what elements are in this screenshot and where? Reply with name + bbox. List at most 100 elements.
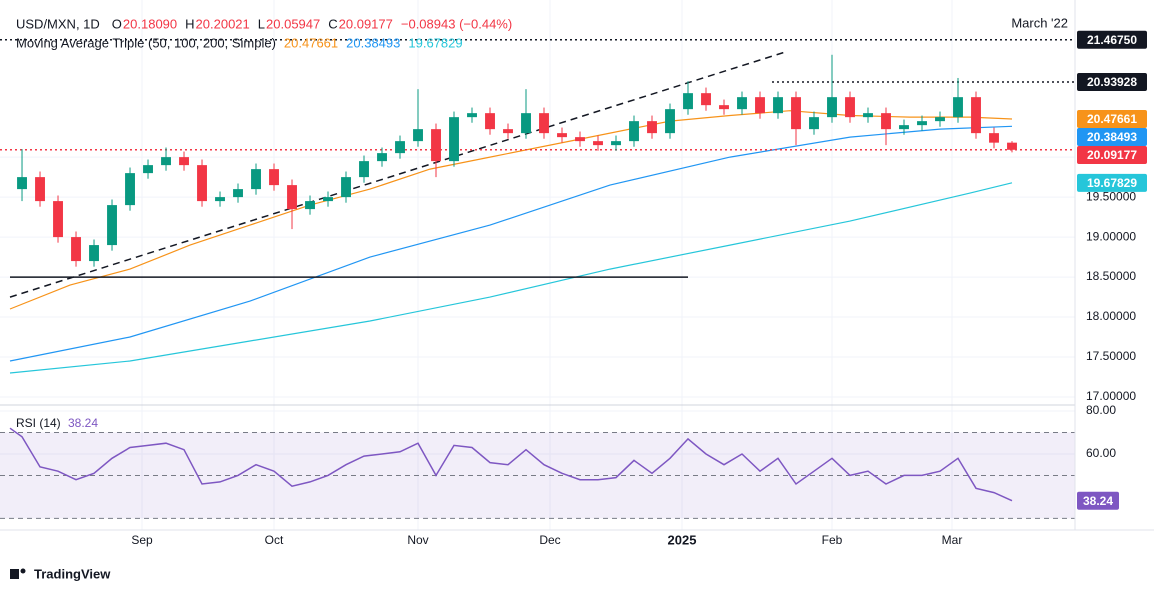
price-marker xyxy=(1077,110,1147,129)
candle-body xyxy=(521,113,531,134)
change: −0.08943 (−0.44%) xyxy=(401,16,512,31)
candle-body xyxy=(161,157,171,166)
candle-body xyxy=(737,97,747,110)
candle-body xyxy=(917,121,927,126)
candle-body xyxy=(575,137,585,142)
y-tick-label: 17.50000 xyxy=(1086,349,1136,363)
candle-body xyxy=(845,97,855,118)
candle-body xyxy=(827,97,837,118)
candle-body xyxy=(413,129,423,142)
axis: 20.0000019.5000019.0000018.5000018.00000… xyxy=(131,15,1147,547)
candle-body xyxy=(269,169,279,186)
x-tick-label: Feb xyxy=(822,533,843,547)
candle-body xyxy=(341,177,351,198)
y-tick-label: 80.00 xyxy=(1086,403,1116,417)
ohlc-value: 20.05947 xyxy=(266,16,320,31)
x-tick-label: Mar xyxy=(942,533,963,547)
logo-mark xyxy=(20,568,26,574)
candle-body xyxy=(629,121,639,142)
grid xyxy=(0,0,1075,530)
candle-body xyxy=(503,129,513,134)
ohlc-key: L xyxy=(258,16,265,31)
candle-body xyxy=(197,165,207,202)
candle-body xyxy=(395,141,405,154)
x-tick-label: Dec xyxy=(539,533,560,547)
candle-body xyxy=(611,141,621,146)
candle-body xyxy=(863,113,873,118)
y-tick-label: 18.50000 xyxy=(1086,269,1136,283)
y-tick-label: 18.00000 xyxy=(1086,309,1136,323)
candle-body xyxy=(881,113,891,130)
price-marker xyxy=(1077,73,1147,92)
candle-body xyxy=(179,157,189,166)
candle-body xyxy=(323,197,333,202)
price-marker xyxy=(1077,128,1147,147)
x-tick-label: Oct xyxy=(265,533,284,547)
candle-body xyxy=(647,121,657,134)
ma-value: 20.38493 xyxy=(346,35,400,50)
price-marker-label: 20.93928 xyxy=(1087,75,1137,89)
candle-body xyxy=(899,125,909,130)
candle-body xyxy=(89,245,99,262)
ma-value: 20.47661 xyxy=(284,35,338,50)
ohlc-key: C xyxy=(328,16,337,31)
candle-body xyxy=(305,201,315,210)
candle-body xyxy=(683,93,693,110)
ohlc-key: H xyxy=(185,16,194,31)
candle-body xyxy=(143,165,153,174)
candle-body xyxy=(593,141,603,146)
ohlc-value: 20.09177 xyxy=(339,16,393,31)
candle-body xyxy=(935,117,945,122)
candle-body xyxy=(449,117,459,162)
candle-body xyxy=(467,113,477,118)
plot xyxy=(0,39,1075,502)
moving-average-line xyxy=(9,182,1013,374)
candle-body xyxy=(773,97,783,114)
candle-body xyxy=(953,97,963,118)
candle-body xyxy=(17,177,27,190)
y-tick-label: 17.00000 xyxy=(1086,389,1136,403)
candle-body xyxy=(485,113,495,130)
candle-body xyxy=(125,173,135,206)
candle-body xyxy=(359,161,369,178)
candle-body xyxy=(35,177,45,202)
candle-body xyxy=(251,169,261,190)
price-marker xyxy=(1077,173,1147,192)
y-tick-label: 60.00 xyxy=(1086,446,1116,460)
symbol: USD/MXN, 1D xyxy=(16,16,100,31)
logo-mark xyxy=(10,569,19,579)
candle-body xyxy=(719,105,729,110)
x-tick-label: Nov xyxy=(407,533,428,547)
drawing-line xyxy=(9,51,785,298)
price-marker-label: 19.67829 xyxy=(1087,176,1137,190)
candle-body xyxy=(539,113,549,134)
candle-body xyxy=(989,133,999,143)
candle-body xyxy=(809,117,819,130)
ohlc-key: O xyxy=(112,16,122,31)
candle-body xyxy=(377,153,387,162)
brand-name: TradingView xyxy=(34,566,111,581)
x-tick-label: 2025 xyxy=(668,532,697,547)
price-marker-label: 21.46750 xyxy=(1087,33,1137,47)
candle-body xyxy=(791,97,801,130)
candle-body xyxy=(107,205,117,246)
candle-body xyxy=(53,201,63,238)
price-marker-label: 20.09177 xyxy=(1087,148,1137,162)
ohlc-value: 20.18090 xyxy=(123,16,177,31)
legend: RSI (14) 38.24 USD/MXN, 1D O 20.18090 H 20.200… xyxy=(16,16,512,430)
rsi-marker xyxy=(1077,491,1119,510)
candle-body xyxy=(557,133,567,138)
y-tick-label: 19.00000 xyxy=(1086,229,1136,243)
y-tick-label: 19.50000 xyxy=(1086,189,1136,203)
rsi-line xyxy=(9,427,1013,502)
rsi-background xyxy=(0,431,1075,519)
ma-value: 19.67829 xyxy=(408,35,462,50)
candle-body xyxy=(755,97,765,114)
price-marker xyxy=(1077,30,1147,49)
rsi-marker-label: 38.24 xyxy=(1083,494,1113,508)
candle-body xyxy=(971,97,981,134)
x-tick-label: Sep xyxy=(131,533,153,547)
candle-body xyxy=(233,189,243,198)
price-marker xyxy=(1077,146,1147,165)
branding: TradingView xyxy=(10,566,111,581)
